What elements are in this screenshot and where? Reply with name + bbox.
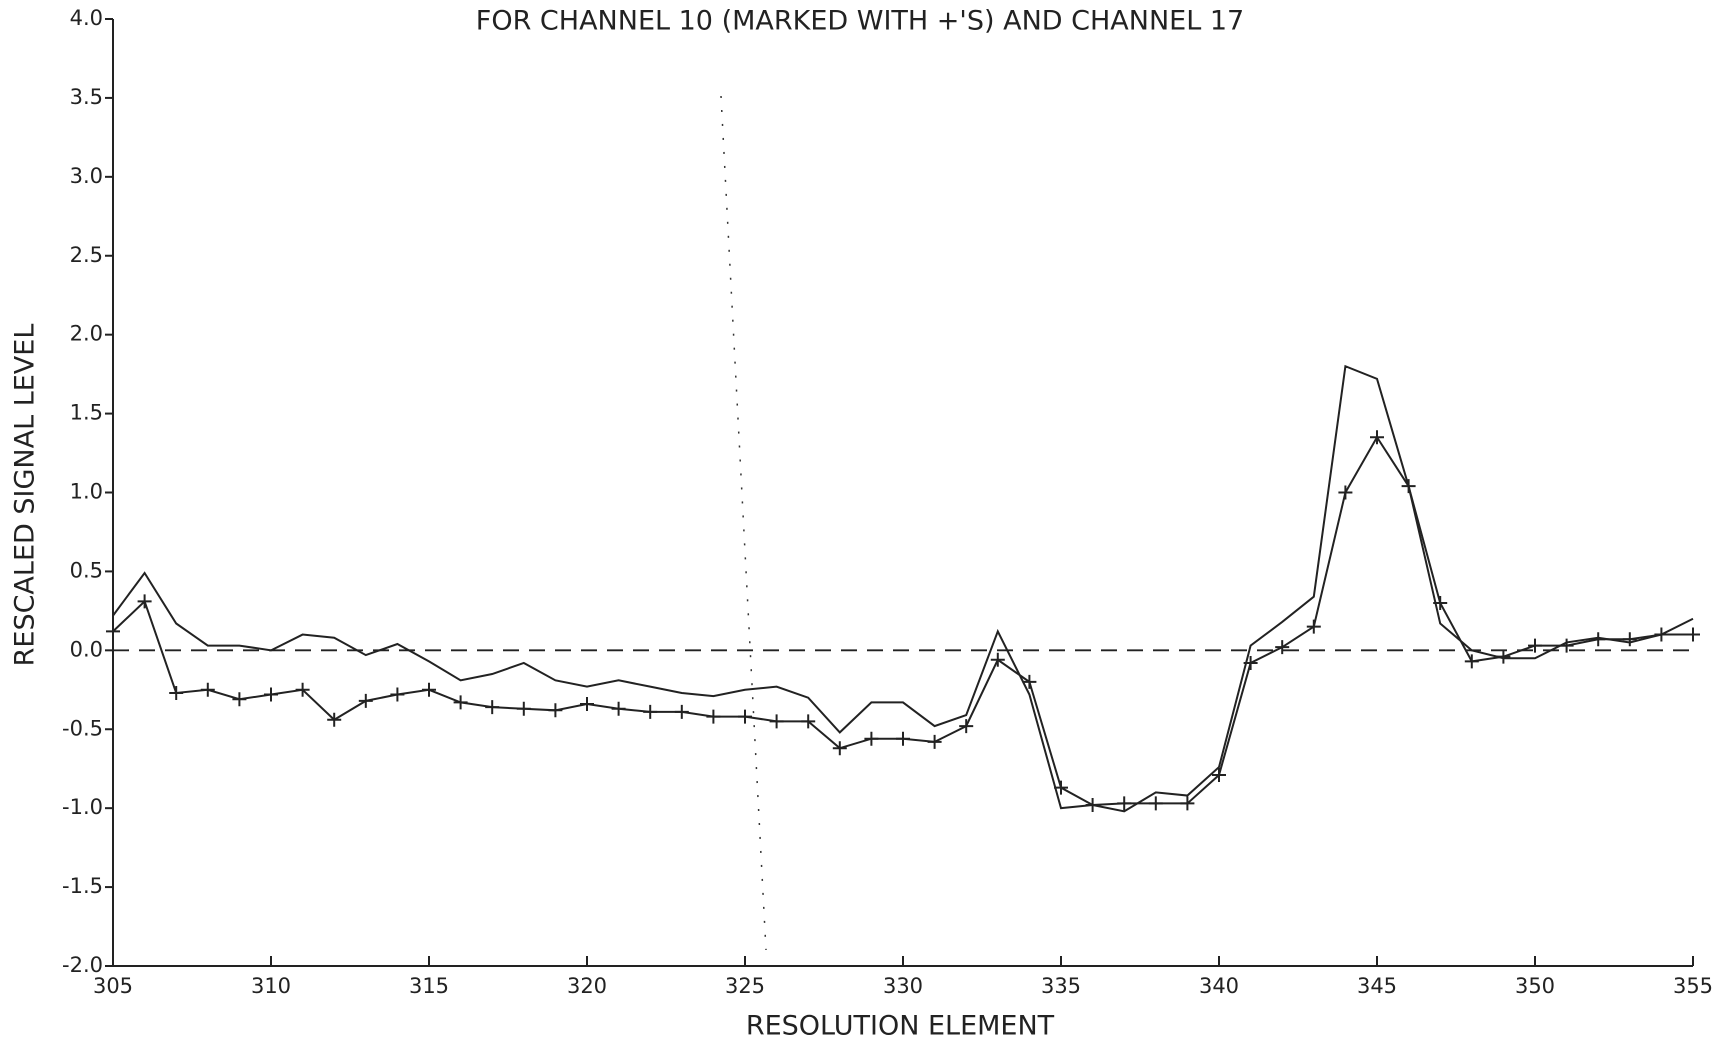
- plus-marker: [864, 731, 879, 746]
- plus-marker: [1275, 640, 1290, 655]
- plus-marker: [1370, 430, 1384, 445]
- plus-marker: [264, 687, 278, 702]
- plus-marker: [169, 685, 184, 700]
- plus-marker: [358, 693, 373, 708]
- plus-marker: [1054, 780, 1068, 795]
- x-axis-label: RESOLUTION ELEMENT: [746, 1011, 1055, 1042]
- y-tick-label: -0.5: [62, 716, 103, 740]
- y-tick-label: -1.0: [62, 795, 103, 819]
- plus-marker: [1117, 796, 1132, 811]
- y-tick-label: 3.0: [70, 164, 103, 188]
- plus-marker: [106, 624, 120, 639]
- chart-title: FOR CHANNEL 10 (MARKED WITH +'S) AND CHA…: [476, 6, 1244, 37]
- x-tick-label: 335: [1041, 974, 1081, 998]
- plus-marker: [674, 704, 689, 719]
- plus-marker: [706, 709, 721, 724]
- series-line: [112, 364, 1694, 813]
- plus-marker: [1148, 796, 1163, 811]
- plus-marker: [1464, 654, 1479, 669]
- x-tick-label: 310: [251, 974, 291, 998]
- plus-marker: [959, 719, 974, 734]
- y-tick-label: 2.5: [70, 243, 103, 267]
- plus-marker: [927, 734, 942, 749]
- y-tick-label: 2.0: [70, 322, 103, 346]
- plus-marker: [832, 741, 847, 756]
- plus-marker: [453, 695, 468, 710]
- plus-marker: [896, 731, 910, 746]
- plus-marker: [1622, 632, 1637, 647]
- plus-marker: [548, 703, 563, 718]
- y-tick-label: 0.5: [70, 558, 103, 582]
- y-axis-label: RESCALED SIGNAL LEVEL: [10, 324, 41, 667]
- plus-marker: [769, 714, 784, 729]
- plus-marker: [1306, 619, 1321, 634]
- plus-marker: [516, 701, 531, 716]
- plus-marker: [801, 714, 816, 729]
- plus-marker: [643, 704, 658, 719]
- plus-marker: [1528, 638, 1542, 653]
- plus-marker: [611, 701, 626, 716]
- x-tick-label: 325: [725, 974, 765, 998]
- plus-marker: [1686, 627, 1700, 642]
- plus-marker: [232, 692, 247, 707]
- y-tick-label: 1.5: [70, 401, 103, 425]
- plus-marker: [580, 696, 594, 711]
- plus-marker: [1180, 796, 1195, 811]
- plus-marker: [422, 682, 436, 697]
- x-tick-label: 330: [883, 974, 923, 998]
- x-tick-label: 345: [1357, 974, 1397, 998]
- y-tick-label: -1.5: [62, 874, 103, 898]
- x-tick-label: 305: [93, 974, 133, 998]
- x-tick-label: 350: [1515, 974, 1555, 998]
- y-tick-label: 4.0: [70, 6, 103, 30]
- plus-marker: [1338, 485, 1353, 500]
- x-tick-label: 340: [1199, 974, 1239, 998]
- y-tick-label: -2.0: [62, 953, 103, 977]
- x-tick-label: 315: [409, 974, 449, 998]
- plus-marker: [295, 682, 310, 697]
- plus-marker: [390, 687, 405, 702]
- plus-marker: [200, 682, 215, 697]
- plus-marker: [137, 594, 152, 609]
- plus-marker: [738, 709, 752, 724]
- y-tick-label: 0.0: [70, 637, 103, 661]
- x-tick-label: 355: [1673, 974, 1713, 998]
- plus-marker: [990, 652, 1005, 667]
- plus-marker: [327, 712, 342, 727]
- x-tick-label: 320: [567, 974, 607, 998]
- y-tick-label: 3.5: [70, 85, 103, 109]
- plus-marker: [1212, 768, 1226, 783]
- y-tick-label: 1.0: [70, 480, 103, 504]
- plus-marker: [1022, 674, 1037, 689]
- plus-marker: [485, 700, 500, 715]
